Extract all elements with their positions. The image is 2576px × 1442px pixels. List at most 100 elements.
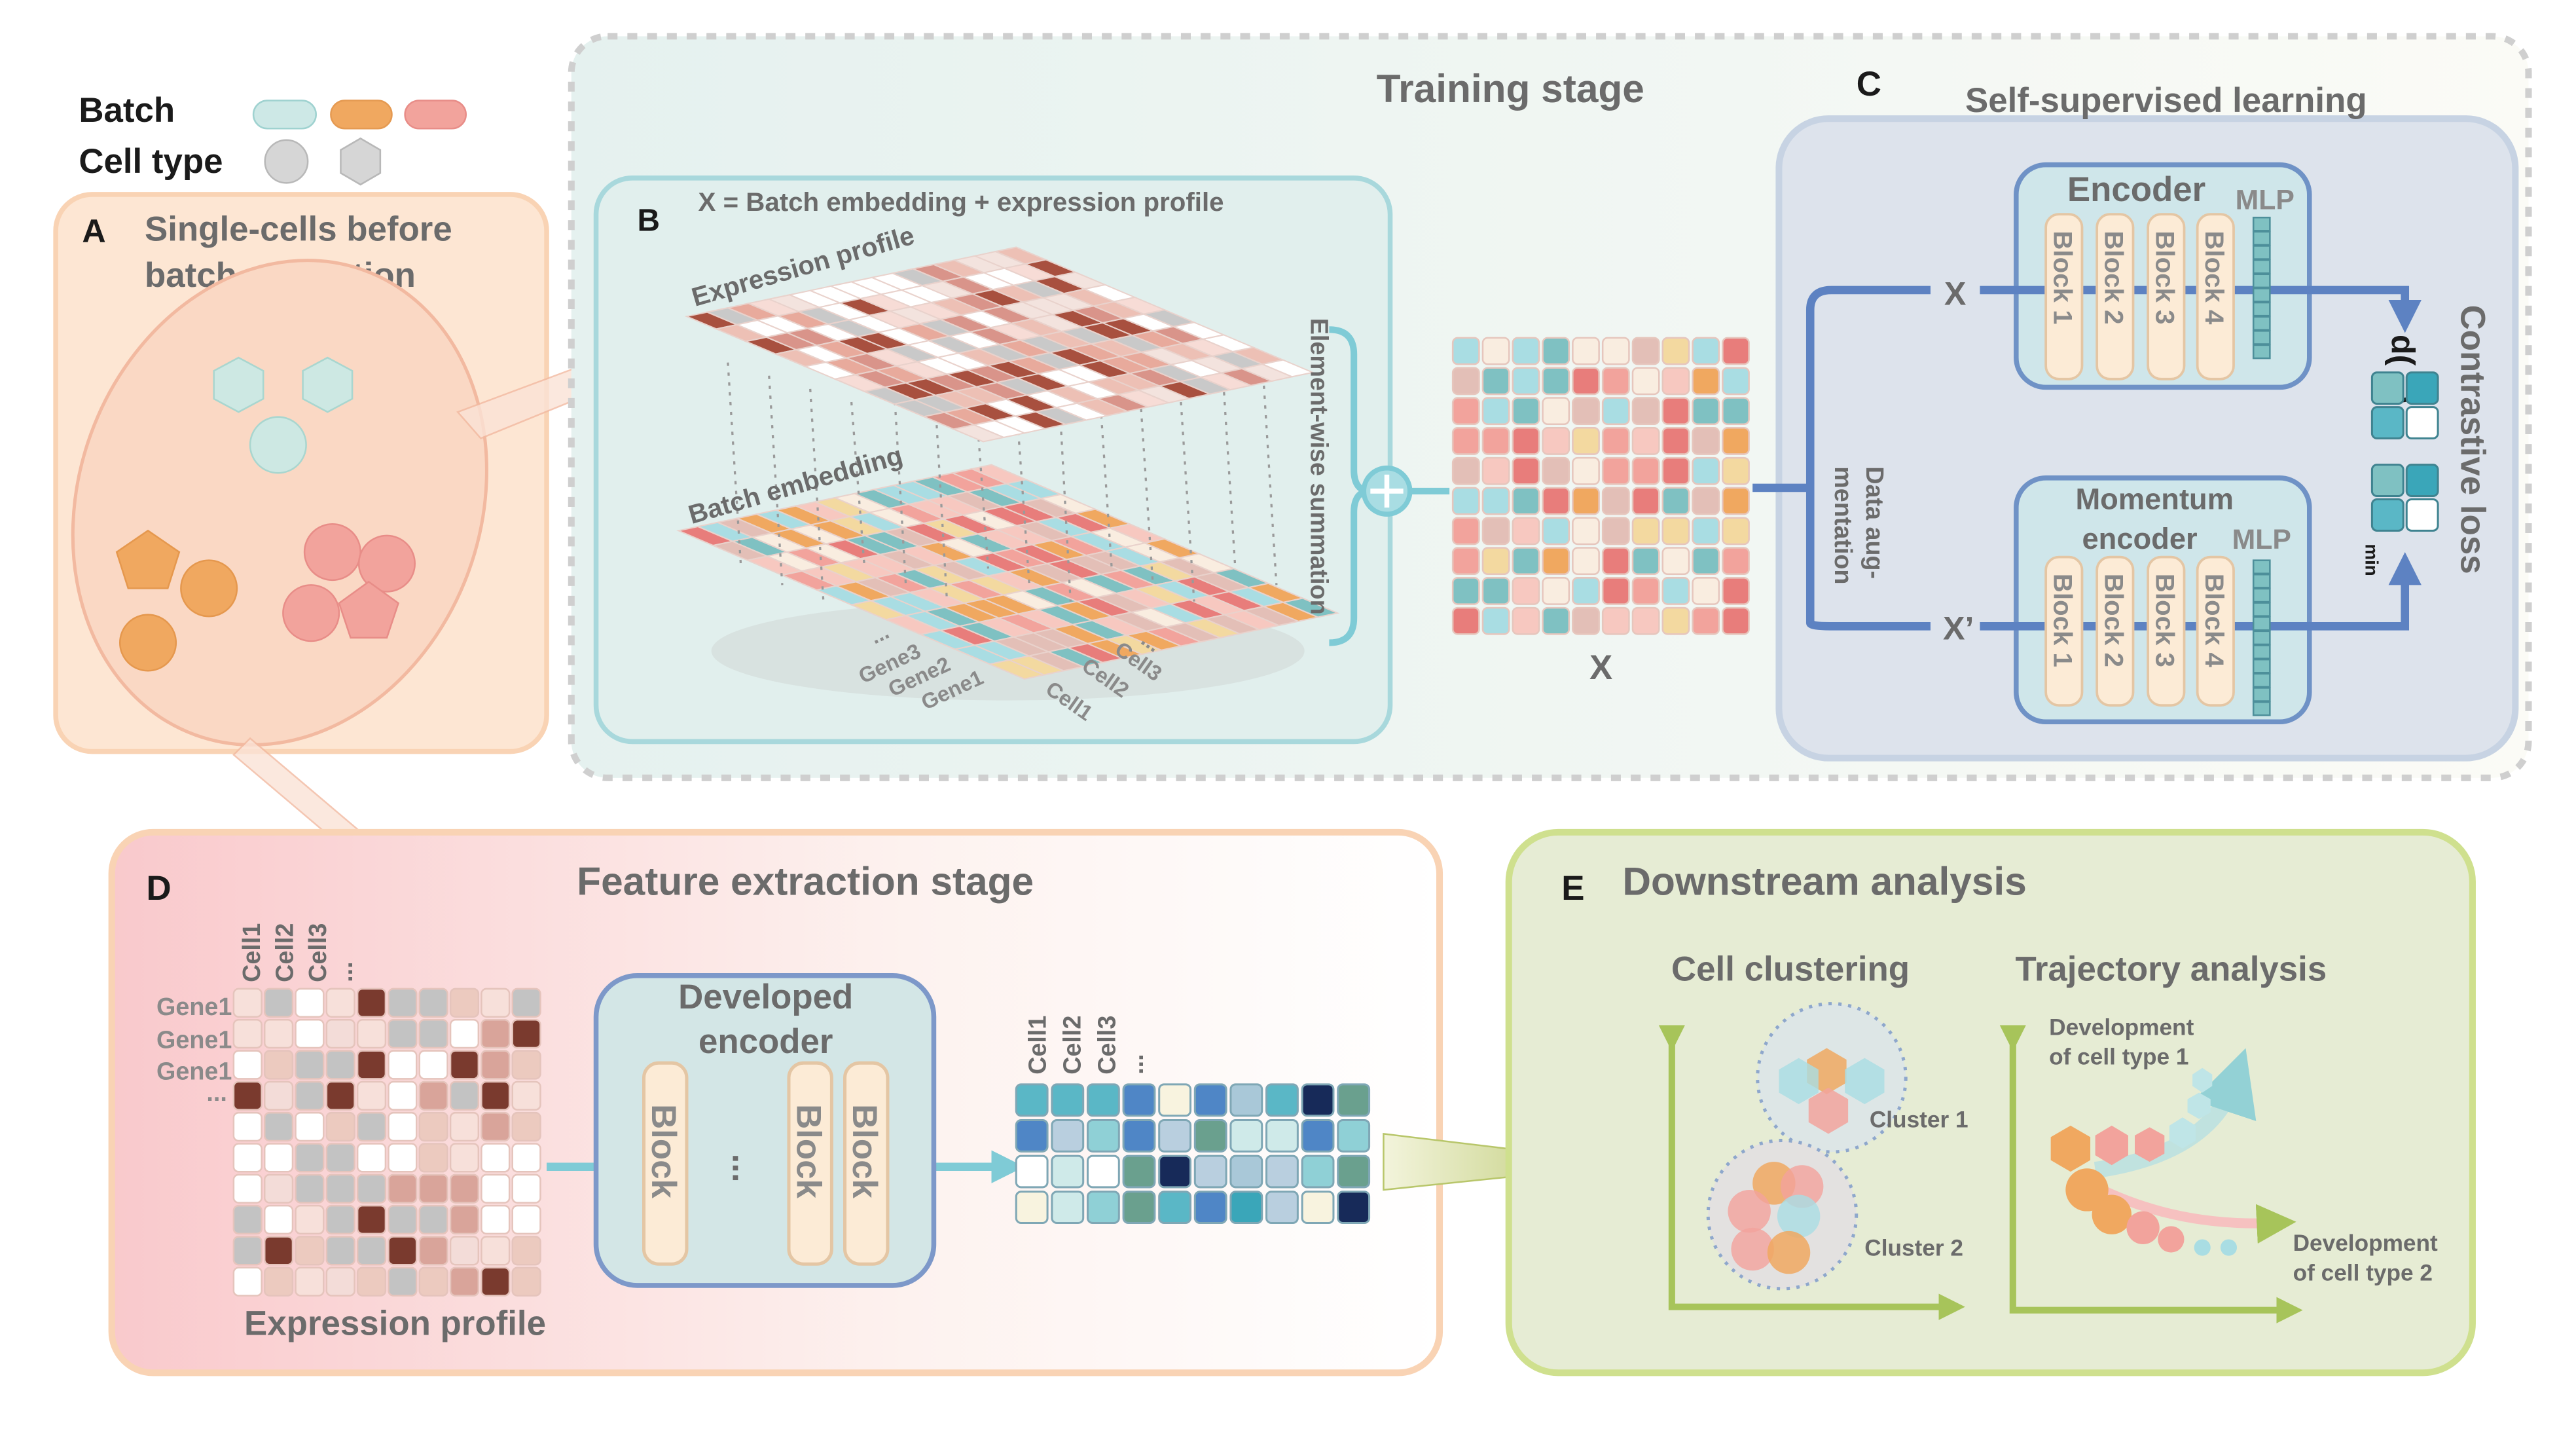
trajectory-label: Development xyxy=(2293,1230,2438,1256)
matrix-cell xyxy=(1661,397,1690,426)
matrix-cell xyxy=(325,1081,355,1111)
matrix-cell xyxy=(1692,606,1720,635)
matrix-cell xyxy=(511,1081,541,1111)
matrix-cell xyxy=(1692,547,1720,576)
matrix-cell xyxy=(1542,577,1570,605)
plane-cell xyxy=(1260,359,1315,378)
feature-cell xyxy=(1122,1155,1156,1189)
matrix-cell xyxy=(1512,517,1540,545)
matrix-cell xyxy=(356,1050,387,1080)
matrix-cell xyxy=(511,1266,541,1297)
cell xyxy=(303,523,361,582)
matrix-cell xyxy=(295,1174,325,1204)
projection-line xyxy=(932,375,949,602)
cell-label: ... xyxy=(1121,1054,1148,1074)
embedding-square xyxy=(2405,406,2439,439)
matrix-cell xyxy=(388,1081,418,1111)
matrix-cell xyxy=(1512,427,1540,455)
matrix-cell xyxy=(511,1018,541,1049)
plane-cell xyxy=(1280,597,1340,618)
matrix-cell xyxy=(356,1174,387,1204)
matrix-cell xyxy=(1692,397,1720,426)
cell xyxy=(2050,1125,2091,1172)
mlp-unit xyxy=(2252,273,2271,289)
cell-label: Cell2 xyxy=(1058,1016,1085,1075)
cell-label: Cell1 xyxy=(1024,1016,1051,1075)
mlp-unit xyxy=(2252,301,2271,317)
embedding-square xyxy=(2370,371,2404,405)
matrix-cell xyxy=(1722,487,1750,515)
plus xyxy=(1370,474,1404,508)
cell xyxy=(1779,1058,1819,1105)
cell xyxy=(2192,1067,2213,1093)
block xyxy=(2044,555,2084,707)
matrix-cell xyxy=(1451,606,1480,635)
block xyxy=(787,1061,833,1266)
matrix-cell xyxy=(1661,577,1690,605)
matrix-cell xyxy=(1601,577,1630,605)
matrix-cell xyxy=(511,1204,541,1235)
matrix-cell xyxy=(232,1266,263,1297)
batch-swatch xyxy=(330,100,393,130)
matrix-cell xyxy=(232,1050,263,1080)
matrix-cell xyxy=(481,1018,511,1049)
matrix-cell xyxy=(232,1143,263,1173)
panel-letter: E xyxy=(1561,869,1584,908)
encoder-title: encoder xyxy=(698,1022,833,1061)
matrix-cell xyxy=(1572,456,1600,485)
cell xyxy=(1777,1194,1821,1238)
cell xyxy=(2194,1239,2211,1256)
mlp-unit xyxy=(2252,559,2271,575)
cell xyxy=(1728,1189,1771,1233)
matrix-cell xyxy=(1542,487,1570,515)
matrix-cell xyxy=(1631,487,1660,515)
feature-cell xyxy=(1086,1155,1120,1189)
matrix-cell xyxy=(1601,487,1630,515)
matrix-cell xyxy=(356,1143,387,1173)
block-label: Block 2 xyxy=(2099,231,2129,324)
matrix-cell xyxy=(1542,517,1570,545)
matrix-cell xyxy=(1481,517,1510,545)
block-label: Block xyxy=(845,1104,884,1198)
matrix-cell xyxy=(325,988,355,1018)
matrix-cell xyxy=(1692,517,1720,545)
matrix-cell xyxy=(418,1204,448,1235)
feature-cell xyxy=(1122,1191,1156,1225)
matrix-cell xyxy=(1542,337,1570,365)
cell xyxy=(2169,1117,2196,1149)
min-label: min xyxy=(2361,544,2382,576)
matrix-cell xyxy=(418,1174,448,1204)
matrix-cell xyxy=(1601,337,1630,365)
feature-cell xyxy=(1301,1119,1335,1153)
matrix-cell xyxy=(511,1174,541,1204)
matrix-cell xyxy=(1572,517,1600,545)
matrix-cell xyxy=(1512,367,1540,396)
feature-cell xyxy=(1158,1191,1192,1225)
legend-batch: Batch xyxy=(79,91,175,130)
matrix-cell xyxy=(388,988,418,1018)
matrix-cell xyxy=(1481,547,1510,576)
matrix-cell xyxy=(1661,427,1690,455)
matrix-cell xyxy=(1601,547,1630,576)
feature-cell xyxy=(1193,1155,1227,1189)
matrix-cell xyxy=(1692,456,1720,485)
mlp-unit xyxy=(2252,344,2271,360)
matrix-cell xyxy=(1512,337,1540,365)
matrix-cell xyxy=(388,1050,418,1080)
matrix-cell xyxy=(263,1081,294,1111)
panel-title: Downstream analysis xyxy=(1622,859,2026,903)
matrix-cell xyxy=(1481,577,1510,605)
matrix-cell xyxy=(1542,547,1570,576)
cell xyxy=(2065,1168,2109,1211)
matrix-cell xyxy=(1661,517,1690,545)
block xyxy=(2147,213,2186,380)
matrix-cell xyxy=(325,1266,355,1297)
augmentation-label: mentation xyxy=(1830,466,1857,584)
matrix-cell xyxy=(481,1236,511,1266)
matrix-cell xyxy=(1512,547,1540,576)
batch-swatch xyxy=(252,100,317,130)
matrix-cell xyxy=(1451,456,1480,485)
trajectory-label: of cell type 1 xyxy=(2049,1045,2188,1070)
cell xyxy=(2135,1127,2165,1162)
matrix-cell xyxy=(1601,367,1630,396)
